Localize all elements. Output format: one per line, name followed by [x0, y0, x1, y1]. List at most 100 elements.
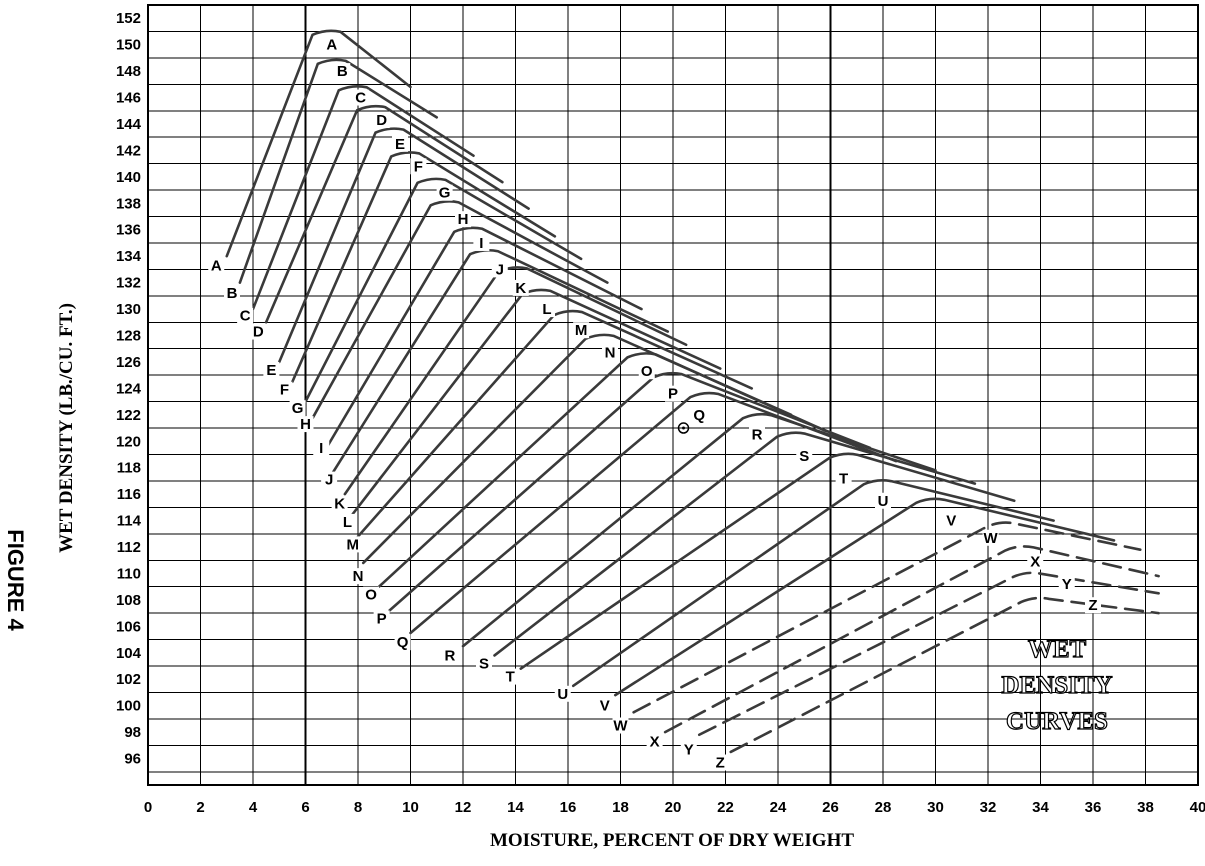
curve-label-bg	[1058, 576, 1075, 593]
curve-label-k: K	[334, 495, 345, 512]
y-tick-label: 110	[117, 565, 141, 582]
curve-label-r: R	[444, 647, 455, 664]
x-tick-label: 2	[196, 799, 204, 816]
curve-label-b: B	[337, 63, 348, 80]
curve-label-s: S	[799, 448, 809, 465]
x-tick-label: 34	[1032, 799, 1049, 816]
curve-label-w: W	[984, 530, 999, 547]
curve-label-bg	[638, 363, 655, 380]
y-tick-label: 148	[116, 63, 141, 80]
curve-label-e: E	[266, 362, 276, 379]
curve-g	[304, 177, 583, 403]
x-tick-label: 28	[875, 799, 892, 816]
x-axis-title: MOISTURE, PERCENT OF DRY WEIGHT	[490, 830, 854, 851]
curve-label-p: P	[377, 610, 387, 627]
curve-label-u: U	[878, 493, 889, 510]
curve-o	[377, 352, 827, 588]
curve-label-bg	[410, 158, 427, 175]
x-tick-label: 40	[1190, 799, 1205, 816]
curve-label-v: V	[600, 698, 610, 715]
wet-density-curves-caption: WET DENSITY CURVES	[1001, 635, 1113, 735]
x-tick-label: 32	[980, 799, 997, 816]
curve-label-p: P	[668, 386, 678, 403]
x-tick-label: 8	[354, 799, 362, 816]
y-tick-label: 98	[124, 724, 141, 741]
y-tick-label: 142	[116, 142, 141, 159]
curve-e	[277, 127, 530, 364]
curve-label-bg	[250, 323, 267, 340]
curve-label-y: Y	[1062, 576, 1072, 593]
y-tick-label: 126	[116, 354, 141, 371]
curve-label-bg	[344, 536, 361, 553]
curve-label-bg	[665, 385, 681, 402]
curve-label-bg	[691, 406, 708, 423]
curve-label-bg	[263, 361, 280, 378]
density-curves	[225, 29, 1160, 754]
x-tick-label: 26	[822, 799, 839, 816]
curve-label-r: R	[752, 427, 763, 444]
x-tick-label: 14	[507, 799, 524, 816]
curve-p	[388, 371, 872, 612]
curve-label-h: H	[300, 416, 311, 433]
curve-label-c: C	[240, 308, 251, 325]
point-marker-dot	[682, 426, 685, 430]
y-tick-label: 106	[116, 618, 141, 635]
curve-w	[632, 521, 1142, 714]
curve-label-j: J	[496, 261, 504, 278]
y-tick-label: 100	[116, 698, 141, 715]
y-tick-label: 104	[116, 645, 142, 662]
curve-label-bg	[473, 234, 490, 251]
y-tick-label: 120	[116, 433, 141, 450]
curve-label-bg	[441, 647, 458, 664]
curve-u	[571, 479, 1055, 688]
curve-label-bg	[491, 261, 508, 278]
grid	[147, 4, 1199, 786]
y-tick-label: 152	[116, 10, 141, 27]
y-tick-label: 134	[116, 248, 142, 265]
curve-h	[309, 200, 609, 423]
x-tick-label: 16	[560, 799, 577, 816]
curve-label-bg	[1027, 553, 1044, 570]
x-tick-label: 0	[144, 799, 152, 816]
curve-label-i: I	[319, 440, 323, 457]
curve-a	[225, 29, 412, 258]
curve-label-bg	[237, 307, 254, 324]
y-tick-label: 102	[116, 671, 141, 688]
curve-label-n: N	[605, 345, 616, 362]
y-tick-label: 130	[116, 301, 141, 318]
curve-label-bg	[502, 668, 519, 685]
x-tick-label: 24	[770, 799, 787, 816]
curve-label-bg	[331, 495, 348, 512]
y-axis-title: WET DENSITY (LB./CU. FT.)	[56, 303, 77, 553]
curve-label-bg	[334, 63, 351, 80]
curve-label-bg	[712, 754, 729, 771]
curve-label-bg	[350, 568, 366, 585]
curve-q	[409, 391, 898, 635]
curve-label-b: B	[227, 285, 238, 302]
curve-label-bg	[297, 416, 314, 433]
curve-label-bg	[276, 381, 293, 398]
x-tick-label: 18	[612, 799, 629, 816]
curve-label-i: I	[479, 235, 483, 252]
y-tick-label: 138	[116, 195, 141, 212]
y-tick-label: 96	[124, 751, 141, 768]
curve-label-m: M	[575, 322, 588, 339]
axis-ticks: 0 2 4 6 8 10 12 14 16 18 20 22 24 26 28 30 32 34 36 38 40969…	[116, 10, 1205, 816]
curve-label-bg	[602, 344, 618, 361]
curve-label-bg	[339, 513, 356, 530]
curve-v	[613, 497, 1116, 697]
curve-label-bg	[289, 400, 306, 417]
curve-label-bg	[373, 610, 390, 627]
curve-label-s: S	[479, 655, 489, 672]
x-tick-label: 30	[927, 799, 944, 816]
curve-label-bg	[539, 301, 555, 318]
y-tick-label: 116	[117, 486, 141, 503]
curve-label-bg	[323, 36, 340, 53]
curve-label-bg	[1085, 597, 1101, 614]
curve-label-bg	[943, 512, 960, 529]
x-tick-label: 12	[455, 799, 472, 816]
y-tick-label: 128	[116, 328, 141, 345]
y-tick-label: 122	[116, 407, 141, 424]
